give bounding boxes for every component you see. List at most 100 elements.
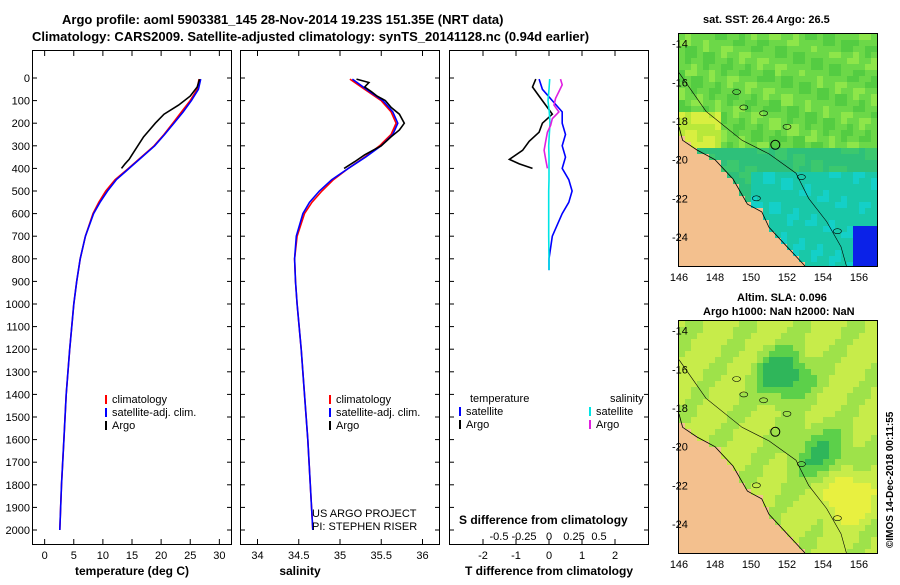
map-cell <box>811 52 817 58</box>
map-cell <box>757 46 763 52</box>
map-cell <box>793 483 799 489</box>
map-cell <box>781 208 787 214</box>
map-cell <box>745 82 751 88</box>
map-cell <box>691 393 697 399</box>
map-cell <box>691 321 697 327</box>
map-cell <box>757 184 763 190</box>
map-cell <box>679 357 685 363</box>
map-cell <box>811 196 817 202</box>
map-cell <box>709 333 715 339</box>
map-cell <box>799 351 805 357</box>
map-cell <box>871 411 877 417</box>
map-cell <box>733 64 739 70</box>
map-cell <box>865 184 871 190</box>
map-cell <box>853 519 859 525</box>
map-cell <box>853 435 859 441</box>
map-cell <box>835 417 841 423</box>
map-cell <box>715 381 721 387</box>
map-cell <box>697 483 703 489</box>
map-cell <box>709 100 715 106</box>
map-cell <box>715 375 721 381</box>
map-cell <box>745 399 751 405</box>
map-cell <box>835 351 841 357</box>
map-cell <box>709 405 715 411</box>
map-cell <box>811 549 817 553</box>
map-cell <box>781 220 787 226</box>
map-cell <box>703 447 709 453</box>
map-cell <box>721 357 727 363</box>
map-cell <box>769 34 775 40</box>
map-cell <box>763 471 769 477</box>
map-cell <box>871 363 877 369</box>
map-cell <box>727 381 733 387</box>
map-cell <box>799 387 805 393</box>
lat-tick-label: -18 <box>672 403 688 415</box>
map-cell <box>715 64 721 70</box>
map-cell <box>769 375 775 381</box>
map-cell <box>853 118 859 124</box>
map-cell <box>829 178 835 184</box>
map-cell <box>733 238 739 244</box>
map-cell <box>763 136 769 142</box>
map-cell <box>739 525 745 531</box>
map-cell <box>805 262 811 266</box>
map-cell <box>793 118 799 124</box>
map-cell <box>871 166 877 172</box>
map-cell <box>709 321 715 327</box>
map-cell <box>751 525 757 531</box>
map-cell <box>793 256 799 262</box>
map-cell <box>871 202 877 208</box>
map-cell <box>745 471 751 477</box>
map-cell <box>775 525 781 531</box>
map-cell <box>697 106 703 112</box>
map-cell <box>739 46 745 52</box>
map-cell <box>733 459 739 465</box>
map-cell <box>739 130 745 136</box>
map-cell <box>865 52 871 58</box>
project-credit: US ARGO PROJECT <box>312 508 417 520</box>
map-cell <box>739 244 745 250</box>
map-cell <box>703 483 709 489</box>
map-cell <box>805 531 811 537</box>
map-cell <box>847 184 853 190</box>
map-cell <box>751 82 757 88</box>
reef-outline <box>739 104 749 111</box>
map-cell <box>823 46 829 52</box>
map-cell <box>679 214 685 220</box>
map-cell <box>859 130 865 136</box>
map-cell <box>829 375 835 381</box>
map-cell <box>871 148 877 154</box>
map-cell <box>739 549 745 553</box>
map-cell <box>679 543 685 549</box>
map-cell <box>865 70 871 76</box>
map-cell <box>811 363 817 369</box>
map-cell <box>871 507 877 513</box>
map-cell <box>733 148 739 154</box>
map-cell <box>811 106 817 112</box>
map-cell <box>853 543 859 549</box>
map-cell <box>745 148 751 154</box>
map-cell <box>757 76 763 82</box>
map-cell <box>835 256 841 262</box>
map-cell <box>871 483 877 489</box>
map-cell <box>805 333 811 339</box>
map-cell <box>829 321 835 327</box>
map-cell <box>685 124 691 130</box>
map-cell <box>769 40 775 46</box>
map-cell <box>727 495 733 501</box>
map-cell <box>787 208 793 214</box>
map-cell <box>865 232 871 238</box>
map-cell <box>865 262 871 266</box>
map-cell <box>817 357 823 363</box>
map-cell <box>739 477 745 483</box>
map-cell <box>805 70 811 76</box>
map-cell <box>799 64 805 70</box>
map-cell <box>871 34 877 40</box>
map-cell <box>835 405 841 411</box>
map-cell <box>733 537 739 543</box>
map-cell <box>703 339 709 345</box>
map-cell <box>679 106 685 112</box>
map-cell <box>715 363 721 369</box>
map-cell <box>871 351 877 357</box>
map-cell <box>739 429 745 435</box>
